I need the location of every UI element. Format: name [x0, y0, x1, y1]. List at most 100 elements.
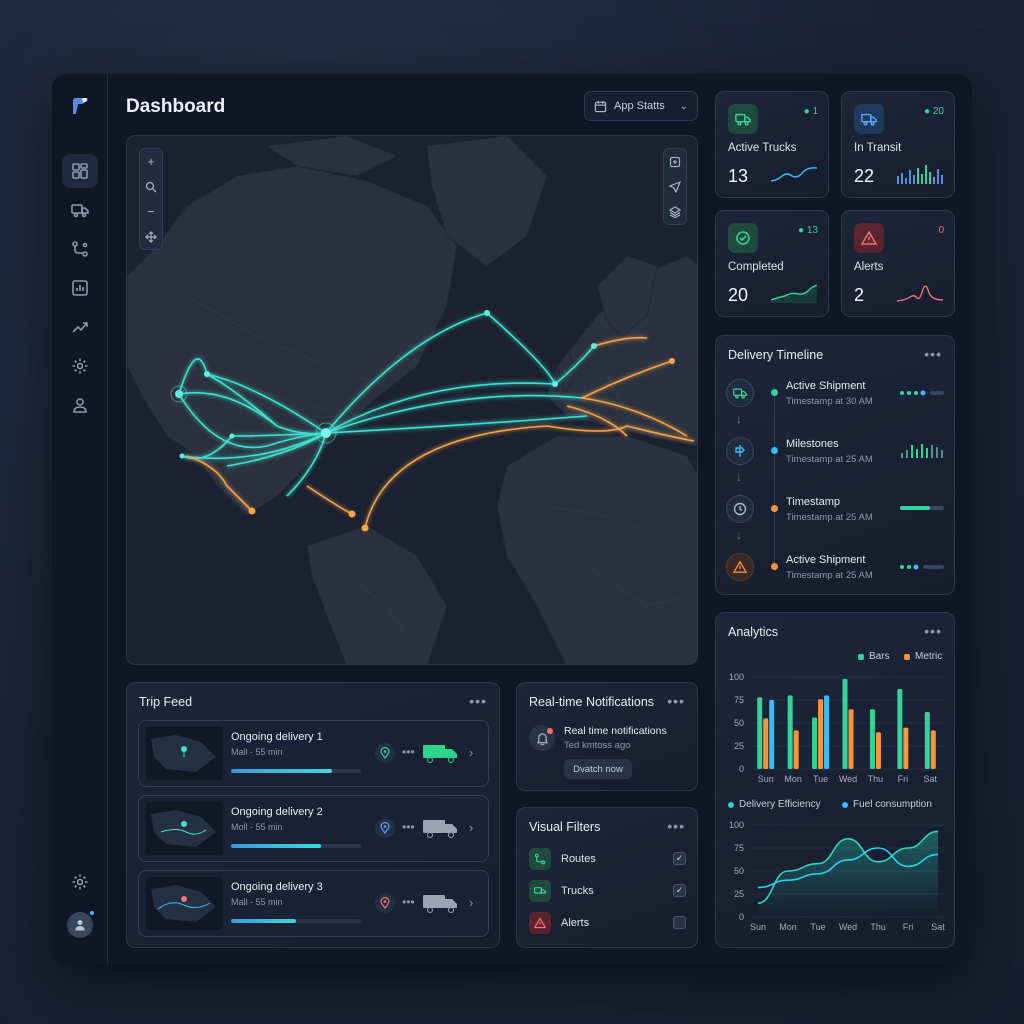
watch-now-button[interactable]: Dvatch now — [564, 759, 632, 779]
arrow-down-icon: ↓ — [736, 412, 742, 426]
trip-map-thumbnail — [146, 802, 223, 855]
y-tick-label: 100 — [729, 820, 744, 830]
more-icon[interactable]: ••• — [667, 693, 685, 709]
truck-icon — [854, 104, 884, 134]
chevron-down-icon: ⌄ — [679, 100, 688, 112]
nav-dashboard[interactable] — [62, 154, 98, 188]
route-icon — [72, 241, 88, 257]
ellipsis-icon: ••• — [402, 820, 415, 834]
filter-checkbox[interactable]: ✓ — [673, 884, 686, 897]
bar — [897, 688, 903, 769]
trip-card[interactable]: Ongoing delivery 1 Mall - 55 min ••• › — [138, 720, 489, 787]
gear-icon — [72, 358, 88, 374]
bar — [769, 700, 775, 769]
x-tick-label: Sun — [750, 922, 766, 932]
user-icon — [73, 398, 87, 413]
x-tick-label: Sat — [924, 774, 938, 784]
nav-users[interactable] — [62, 388, 98, 422]
trip-name: Ongoing delivery 2 — [231, 806, 323, 818]
avatar[interactable] — [67, 909, 96, 938]
filter-trucks[interactable]: Trucks ✓ — [529, 880, 686, 904]
truck-icon — [728, 104, 758, 134]
analytics-panel: Analytics ••• Bars Metric 0 25 50 75 100 Sun M… — [715, 612, 955, 948]
canada-islands — [265, 136, 399, 177]
nav-reports[interactable] — [62, 271, 98, 305]
trip-meta: Moll - 55 min — [231, 822, 283, 832]
truck-icon — [423, 895, 457, 913]
app-stats-dropdown[interactable]: App Statts ⌄ — [584, 91, 698, 121]
zoom-out-button[interactable]: − — [147, 204, 155, 219]
delivery-timeline: Delivery Timeline ••• Active Shipment Ti… — [715, 335, 955, 595]
bell-icon — [529, 725, 555, 751]
nav-trends[interactable] — [62, 310, 98, 344]
trip-feed-title: Trip Feed — [139, 695, 193, 709]
trip-card[interactable]: Ongoing delivery 3 Mall - 55 min ••• › — [138, 870, 489, 937]
bar-chart[interactable]: 0 25 50 75 100 Sun Mon Tue Wed Thu Fri Sat — [716, 669, 956, 789]
more-icon[interactable]: ••• — [469, 693, 487, 709]
layers-button[interactable] — [664, 199, 686, 224]
line-chart[interactable]: 0 25 50 75 100 Sun Mon Tue Wed Thu Fri Sat — [716, 817, 956, 941]
trip-progress-fill — [231, 844, 321, 848]
navigate-button[interactable] — [664, 174, 686, 199]
nav-bottom-settings[interactable] — [62, 865, 98, 899]
nav-trucks[interactable] — [62, 193, 98, 227]
trip-name: Ongoing delivery 1 — [231, 731, 323, 743]
chevron-right-icon[interactable]: › — [469, 820, 474, 835]
trip-card[interactable]: Ongoing delivery 2 Moll - 55 min ••• › — [138, 795, 489, 862]
stat-card-active-trucks[interactable]: ● 1 Active Trucks 13 — [715, 91, 829, 198]
nav-routes[interactable] — [62, 232, 98, 266]
bar — [903, 727, 909, 769]
bar — [787, 695, 793, 769]
sparkline — [770, 284, 818, 303]
fit-view-button[interactable] — [664, 149, 686, 174]
chevron-right-icon[interactable]: › — [469, 745, 474, 760]
stat-card-in-transit[interactable]: ● 20 In Transit 22 — [841, 91, 955, 198]
x-tick-label: Thu — [868, 774, 884, 784]
map-canvas[interactable] — [127, 136, 698, 665]
location-pin-icon[interactable] — [375, 893, 395, 913]
chevron-right-icon[interactable]: › — [469, 895, 474, 910]
pan-button[interactable] — [140, 224, 162, 249]
sidebar — [52, 74, 108, 964]
bar — [763, 718, 769, 769]
trip-progress — [231, 844, 361, 848]
navigate-icon — [669, 180, 681, 193]
filter-checkbox[interactable] — [673, 916, 686, 929]
x-tick-label: Mon — [779, 922, 797, 932]
arrow-down-icon: ↓ — [736, 470, 742, 484]
location-pin-icon[interactable] — [375, 743, 395, 763]
trip-progress-fill — [231, 919, 296, 923]
calendar-icon — [594, 100, 607, 112]
trip-progress — [231, 769, 361, 773]
grid-icon — [72, 163, 88, 179]
filters-title: Visual Filters — [529, 820, 601, 834]
zoom-in-button[interactable]: + — [147, 154, 155, 169]
bar — [824, 695, 830, 769]
x-tick-label: Wed — [839, 922, 857, 932]
sparkline — [896, 285, 944, 302]
y-tick-label: 25 — [734, 889, 744, 899]
filter-alerts[interactable]: Alerts — [529, 912, 686, 936]
timeline-item-name: Timestamp — [786, 496, 840, 508]
route-map[interactable]: + − — [126, 135, 698, 665]
filter-checkbox[interactable]: ✓ — [673, 852, 686, 865]
more-icon[interactable]: ••• — [924, 623, 942, 639]
nav-settings[interactable] — [62, 349, 98, 383]
search-map-button[interactable] — [140, 174, 162, 199]
more-icon[interactable]: ••• — [924, 346, 942, 362]
stat-delta: ● 20 — [924, 106, 944, 117]
warning-icon — [726, 553, 754, 581]
filter-routes[interactable]: Routes ✓ — [529, 848, 686, 872]
bar — [875, 732, 881, 769]
stat-card-alerts[interactable]: 0 Alerts 2 — [841, 210, 955, 317]
location-pin-icon[interactable] — [375, 818, 395, 838]
timeline-dot — [771, 505, 778, 512]
stat-card-completed[interactable]: ● 13 Completed 20 — [715, 210, 829, 317]
bar — [818, 699, 824, 769]
y-tick-label: 50 — [734, 866, 744, 876]
x-tick-label: Tue — [810, 922, 825, 932]
more-icon[interactable]: ••• — [667, 818, 685, 834]
africa-landmass — [496, 435, 697, 664]
greenland-landmass — [426, 136, 548, 267]
y-tick-label: 75 — [734, 843, 744, 853]
